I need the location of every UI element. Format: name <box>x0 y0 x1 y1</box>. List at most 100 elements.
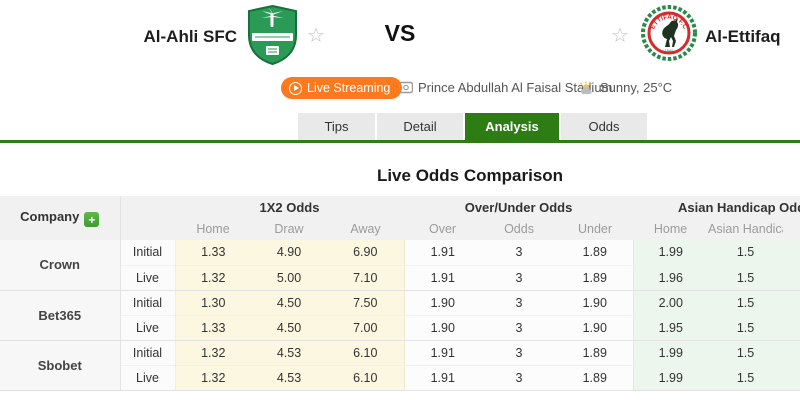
row-type-label: Live <box>120 365 176 391</box>
odds-value: 7.10 <box>327 265 405 291</box>
odds-value: 6.10 <box>327 365 405 391</box>
section-title: Live Odds Comparison <box>376 166 564 185</box>
odds-value: 1.5 <box>708 365 784 391</box>
odds-value: 1.95 <box>632 315 709 341</box>
tab-tips[interactable]: Tips <box>298 113 375 140</box>
odds-value: 4.53 <box>251 340 327 366</box>
odds-row: Live 1.32 4.53 6.10 1.91 3 1.89 1.99 1.5 <box>0 365 800 391</box>
away-team-logo: ETTIFAQ F.C 1945 <box>641 5 697 61</box>
odds-value: 1.90 <box>403 315 482 341</box>
odds-value: 1.30 <box>175 290 251 316</box>
favorite-away-star-icon[interactable]: ☆ <box>611 25 629 47</box>
odds-value: 1.5 <box>708 315 784 341</box>
row-type-label: Initial <box>120 340 176 366</box>
row-type-column-header <box>120 196 175 240</box>
live-streaming-button[interactable]: Live Streaming <box>281 77 403 99</box>
odds-value <box>783 340 800 366</box>
odds-value: 1.89 <box>557 240 634 266</box>
row-type-label: Live <box>120 265 176 291</box>
analysis-content: Live Odds Comparison Company + 1X2 Odds O… <box>0 158 800 391</box>
sub-header-away: Away <box>327 218 405 240</box>
home-team-logo <box>248 5 297 65</box>
row-type-label: Initial <box>120 240 176 266</box>
group-header-over-under: Over/Under Odds <box>404 196 634 218</box>
odds-value <box>783 240 800 266</box>
sub-header-home: Home <box>175 218 251 240</box>
tab-detail[interactable]: Detail <box>377 113 463 140</box>
odds-value: 1.91 <box>403 365 482 391</box>
tab-odds[interactable]: Odds <box>561 113 647 140</box>
odds-value: 3 <box>481 365 558 391</box>
odds-value: 1.32 <box>175 365 251 391</box>
odds-value: 1.90 <box>403 290 482 316</box>
tab-analysis[interactable]: Analysis <box>465 113 559 140</box>
odds-row: Live 1.32 5.00 7.10 1.91 3 1.89 1.96 1.5 <box>0 265 800 291</box>
odds-value <box>783 315 800 341</box>
sub-header-home: Home <box>633 218 709 240</box>
stadium-name: Prince Abdullah Al Faisal Stadium <box>418 80 613 95</box>
odds-value: 1.89 <box>557 340 634 366</box>
odds-value: 4.53 <box>251 365 327 391</box>
odds-row: Sbobet Initial 1.32 4.53 6.10 1.91 3 1.89 1.99 1.… <box>0 340 800 391</box>
odds-value: 1.32 <box>175 265 251 291</box>
odds-row: Live 1.33 4.50 7.00 1.90 3 1.90 1.95 1.5 <box>0 315 800 341</box>
odds-value: 1.99 <box>632 340 709 366</box>
row-type-label: Live <box>120 315 176 341</box>
odds-value: 1.89 <box>557 365 634 391</box>
company-name: Bet365 <box>0 290 121 341</box>
odds-value: 1.33 <box>175 240 251 266</box>
odds-value: 5.00 <box>251 265 327 291</box>
odds-value: 3 <box>481 240 558 266</box>
weather-info: Sunny, 25°C <box>578 80 672 95</box>
sub-header-draw: Draw <box>251 218 327 240</box>
odds-row: Crown Initial 1.33 4.90 6.90 1.91 3 1.89 1.99 1.5 <box>0 240 800 291</box>
odds-value: 2.00 <box>632 290 709 316</box>
odds-value: 3 <box>481 265 558 291</box>
odds-value <box>783 290 800 316</box>
odds-value: 3 <box>481 315 558 341</box>
odds-value: 7.50 <box>327 290 405 316</box>
odds-row: Bet365 Initial 1.30 4.50 7.50 1.90 3 1.90 2.00 1.… <box>0 290 800 341</box>
weather-sunny-icon <box>579 81 592 94</box>
stadium-icon <box>399 81 413 94</box>
sub-header-odds: Odds <box>481 218 558 240</box>
vs-label: VS <box>384 20 416 46</box>
company-column-header: Company + <box>0 196 121 240</box>
odds-value: 3 <box>481 290 558 316</box>
odds-value: 1.5 <box>708 265 784 291</box>
live-streaming-label: Live Streaming <box>307 81 391 95</box>
odds-value: 4.50 <box>251 315 327 341</box>
live-odds-table: Company + 1X2 Odds Over/Under Odds Asian … <box>0 196 800 391</box>
odds-value: 1.5 <box>708 340 784 366</box>
odds-value: 1.99 <box>632 240 709 266</box>
odds-value: 3 <box>481 340 558 366</box>
odds-value: 1.33 <box>175 315 251 341</box>
odds-value: 1.91 <box>403 240 482 266</box>
odds-value: 1.5 <box>708 290 784 316</box>
odds-value: 1.99 <box>632 365 709 391</box>
svg-text:1945: 1945 <box>665 48 675 53</box>
odds-value: 1.32 <box>175 340 251 366</box>
sub-header-clipped <box>783 218 800 240</box>
sub-header-under: Under <box>557 218 634 240</box>
sub-header-over: Over <box>404 218 482 240</box>
company-name: Sbobet <box>0 340 121 391</box>
odds-value: 1.89 <box>557 265 634 291</box>
odds-value: 6.10 <box>327 340 405 366</box>
play-icon <box>289 81 302 95</box>
odds-value: 4.90 <box>251 240 327 266</box>
stadium-info: Prince Abdullah Al Faisal Stadium <box>399 80 612 95</box>
odds-value <box>783 265 800 291</box>
row-type-label: Initial <box>120 290 176 316</box>
company-name: Crown <box>0 240 121 291</box>
add-company-button[interactable]: + <box>84 212 100 228</box>
sub-header-asian-handicap: Asian Handicap <box>708 218 784 240</box>
odds-value: 6.90 <box>327 240 405 266</box>
odds-value: 4.50 <box>251 290 327 316</box>
favorite-home-star-icon[interactable]: ☆ <box>307 25 325 47</box>
odds-value: 1.91 <box>403 265 482 291</box>
weather-text: Sunny, 25°C <box>600 80 673 95</box>
home-team-name: Al-Ahli SFC <box>143 27 238 46</box>
group-header-1x2: 1X2 Odds <box>175 196 405 218</box>
odds-value: 1.90 <box>557 315 634 341</box>
